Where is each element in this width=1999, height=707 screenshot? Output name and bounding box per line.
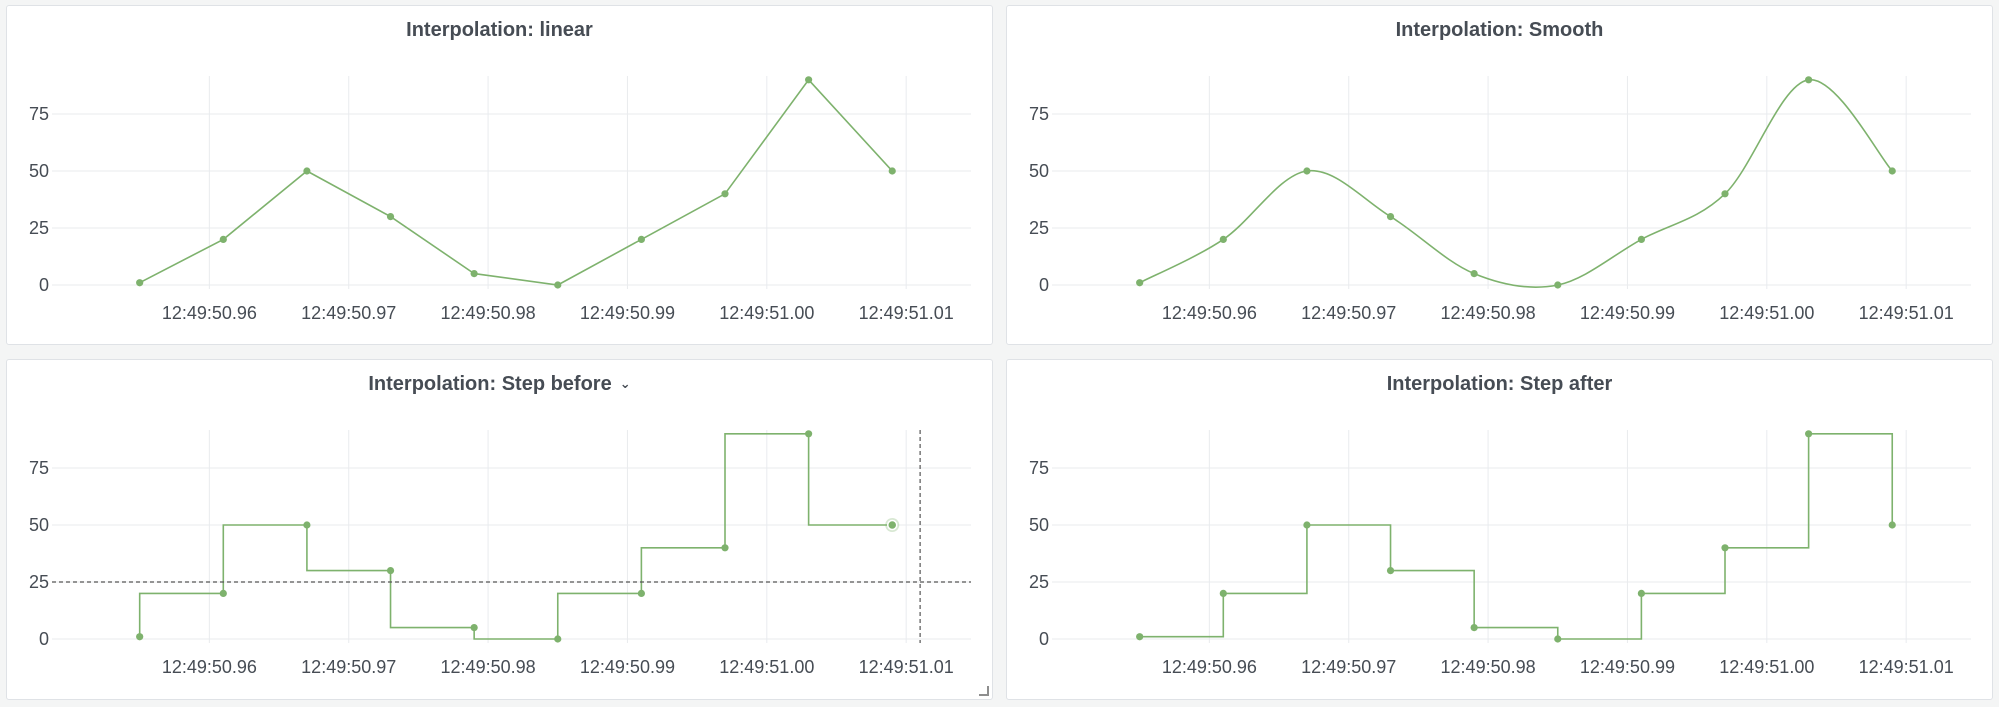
y-tick-label: 50 xyxy=(1029,161,1049,181)
data-point xyxy=(1136,633,1144,641)
x-tick-label: 12:49:51.00 xyxy=(719,657,814,677)
x-tick-label: 12:49:51.00 xyxy=(1719,657,1814,677)
data-point xyxy=(721,190,729,198)
x-tick-label: 12:49:50.96 xyxy=(1162,657,1257,677)
hover-point xyxy=(886,519,898,531)
y-tick-label: 25 xyxy=(29,572,49,592)
data-point xyxy=(1721,190,1729,198)
series-line xyxy=(1139,78,1893,289)
data-point xyxy=(888,167,896,175)
x-tick-label: 12:49:50.98 xyxy=(441,657,536,677)
x-tick-label: 12:49:50.96 xyxy=(162,303,257,323)
series-line xyxy=(138,433,893,640)
chevron-down-icon[interactable]: ⌄ xyxy=(619,376,631,391)
data-point xyxy=(219,589,227,597)
data-point xyxy=(1805,430,1813,438)
data-point xyxy=(554,635,562,643)
data-point xyxy=(637,589,645,597)
data-point xyxy=(386,567,395,575)
y-tick-label: 50 xyxy=(1029,515,1049,535)
x-tick-label: 12:49:51.01 xyxy=(859,303,954,323)
chart-linear[interactable]: 0 25 50 75 12:49:50.96 12:49:50.97 12:49:50.98… xyxy=(7,6,993,345)
x-tick-label: 12:49:51.01 xyxy=(859,657,954,677)
panel-title[interactable]: Interpolation: Step after xyxy=(1386,373,1613,395)
data-point xyxy=(554,281,562,289)
data-point xyxy=(1386,213,1395,221)
panel-title[interactable]: Interpolation: linear xyxy=(406,19,593,41)
y-tick-label: 25 xyxy=(29,218,49,238)
data-point xyxy=(219,235,227,243)
data-point xyxy=(470,624,478,632)
x-tick-label: 12:49:50.99 xyxy=(1580,303,1675,323)
y-tick-label: 0 xyxy=(39,629,49,649)
x-tick-label: 12:49:50.97 xyxy=(301,657,396,677)
data-point xyxy=(1470,624,1478,632)
x-tick-label: 12:49:51.00 xyxy=(719,303,814,323)
x-tick-label: 12:49:50.99 xyxy=(580,303,675,323)
data-point xyxy=(1721,544,1729,552)
x-tick-label: 12:49:50.97 xyxy=(1301,657,1396,677)
y-tick-label: 25 xyxy=(1029,218,1049,238)
x-tick-label: 12:49:50.98 xyxy=(441,303,536,323)
data-point xyxy=(1554,281,1562,289)
data-point xyxy=(1219,235,1227,243)
data-point xyxy=(1637,589,1645,597)
x-tick-label: 12:49:50.99 xyxy=(580,657,675,677)
panel-title[interactable]: Interpolation: Smooth xyxy=(1395,19,1604,41)
series-line xyxy=(1139,433,1894,640)
x-tick-label: 12:49:50.96 xyxy=(1162,303,1257,323)
panel-linear: Interpolation: linear 0 25 50 75 12:49:50.96… xyxy=(6,5,993,345)
chart-step-after[interactable]: 0 25 50 75 12:49:50.96 12:49:50.97 12:49:50.98… xyxy=(1007,360,1993,700)
y-tick-label: 0 xyxy=(1039,629,1049,649)
data-point xyxy=(470,270,478,278)
data-point xyxy=(303,167,311,175)
y-tick-label: 0 xyxy=(39,275,49,295)
data-point xyxy=(1219,589,1227,597)
data-point xyxy=(637,235,645,243)
x-tick-label: 12:49:50.98 xyxy=(1441,303,1536,323)
panel-title[interactable]: Interpolation: Step before ⌄ xyxy=(368,373,631,395)
data-point xyxy=(1888,521,1896,529)
y-tick-label: 0 xyxy=(1039,275,1049,295)
data-point xyxy=(1805,76,1813,84)
panel-step-after: Interpolation: Step after 0 25 50 75 12:49:5… xyxy=(1006,359,1993,700)
data-point xyxy=(1303,521,1311,529)
data-point xyxy=(136,279,144,287)
panel-step-before: Interpolation: Step before ⌄ 0 25 50 75 12:49… xyxy=(6,359,993,700)
y-tick-label: 75 xyxy=(29,104,49,124)
data-point xyxy=(1136,279,1144,287)
data-point xyxy=(1888,167,1896,175)
x-tick-label: 12:49:50.97 xyxy=(301,303,396,323)
resize-handle[interactable] xyxy=(979,686,989,696)
x-tick-label: 12:49:51.00 xyxy=(1719,303,1814,323)
chart-step-before[interactable]: 0 25 50 75 12:49:50.96 12:49:50.97 12:49:50.98… xyxy=(7,360,993,700)
data-point xyxy=(1386,567,1395,575)
data-point xyxy=(1554,635,1562,643)
x-tick-label: 12:49:50.96 xyxy=(162,657,257,677)
x-tick-label: 12:49:51.01 xyxy=(1859,303,1954,323)
data-point xyxy=(721,544,729,552)
y-tick-label: 50 xyxy=(29,161,49,181)
data-point xyxy=(136,633,144,641)
y-tick-label: 25 xyxy=(1029,572,1049,592)
data-point xyxy=(1470,270,1478,278)
y-tick-label: 75 xyxy=(1029,458,1049,478)
x-tick-label: 12:49:51.01 xyxy=(1859,657,1954,677)
data-point xyxy=(1637,235,1645,243)
y-tick-label: 75 xyxy=(29,458,49,478)
y-tick-label: 50 xyxy=(29,515,49,535)
series-line xyxy=(139,78,893,286)
data-point xyxy=(805,76,813,84)
data-point xyxy=(303,521,311,529)
data-point xyxy=(386,213,395,221)
data-point xyxy=(805,430,813,438)
data-point xyxy=(1303,167,1311,175)
chart-smooth[interactable]: 0 25 50 75 12:49:50.96 12:49:50.97 12:49:50.98… xyxy=(1007,6,1993,345)
x-tick-label: 12:49:50.97 xyxy=(1301,303,1396,323)
x-tick-label: 12:49:50.99 xyxy=(1580,657,1675,677)
x-tick-label: 12:49:50.98 xyxy=(1441,657,1536,677)
y-tick-label: 75 xyxy=(1029,104,1049,124)
panel-smooth: Interpolation: Smooth 0 25 50 75 12:49:50.96… xyxy=(1006,5,1993,345)
